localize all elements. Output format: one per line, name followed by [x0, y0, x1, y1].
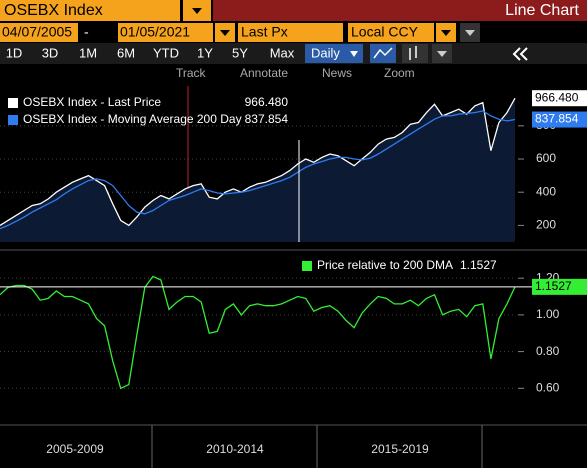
y-tick-label: 0.80 [536, 344, 560, 358]
legend-value: 966.480 [245, 95, 289, 109]
legend-swatch [302, 261, 312, 271]
legend-swatch [8, 98, 18, 108]
field-box[interactable] [238, 23, 343, 42]
security[interactable]: OSEBX Index [4, 2, 103, 19]
bar-tool-icon [409, 46, 417, 60]
period-button[interactable]: YTD [153, 45, 179, 60]
end-date[interactable]: 01/05/2021 [120, 24, 190, 40]
series-line [0, 110, 516, 230]
price-area [0, 98, 515, 242]
start-date[interactable]: 04/07/2005 [2, 24, 72, 40]
tool-button[interactable]: Track [176, 66, 207, 80]
last-value-tag [532, 111, 587, 128]
tool-button[interactable]: Annotate [240, 66, 288, 80]
period-button[interactable]: 1M [79, 45, 97, 60]
dropdown-arrow [350, 51, 358, 57]
legend-value: 837.854 [245, 112, 289, 126]
tool-button[interactable]: Zoom [384, 66, 415, 80]
y-tick-label: 200 [536, 218, 556, 232]
title-bar [213, 0, 587, 21]
period-button[interactable]: 1Y [197, 45, 213, 60]
y-tick-label: 400 [536, 184, 556, 198]
last-value-label: 837.854 [535, 112, 579, 126]
start-box[interactable] [0, 23, 78, 42]
series-line [0, 97, 516, 227]
legend-value: 1.1527 [460, 258, 497, 272]
dropdown-arrow [441, 30, 451, 36]
y-tick-label: 1.00 [536, 307, 560, 321]
period-button[interactable]: 6M [117, 45, 135, 60]
security-box[interactable] [0, 0, 180, 21]
title: Line Chart [505, 2, 579, 19]
field[interactable]: Last Px [241, 24, 288, 40]
dropdown-arrow [192, 8, 202, 14]
legend-swatch [8, 115, 18, 125]
legend-label: OSEBX Index - Last Price [23, 95, 161, 109]
collapse-icon[interactable] [512, 47, 528, 61]
last-value-tag [532, 278, 587, 295]
y-tick-label: 0.60 [536, 380, 560, 394]
last-value-label: 1.1527 [535, 279, 572, 293]
period-button[interactable]: Max [270, 45, 295, 60]
end-box[interactable] [118, 23, 213, 42]
separator: - [84, 24, 89, 40]
frequency-box[interactable] [305, 44, 363, 63]
period-button[interactable]: 1D [6, 45, 23, 60]
x-period-label: 2015-2019 [371, 442, 429, 456]
period-button[interactable]: 5Y [232, 45, 248, 60]
currency[interactable]: Local CCY [351, 24, 419, 40]
last-value-label: 966.480 [535, 90, 579, 104]
period-button[interactable]: 3D [42, 45, 59, 60]
legend-label: Price relative to 200 DMA [317, 258, 453, 272]
last-value-tag [532, 90, 587, 107]
tool-button[interactable]: News [322, 66, 352, 80]
frequency[interactable]: Daily [311, 45, 340, 60]
line-tool-icon [373, 47, 393, 59]
x-period-label: 2010-2014 [206, 442, 264, 456]
legend-label: OSEBX Index - Moving Average 200 Day [23, 112, 242, 126]
dropdown-arrow [220, 30, 230, 36]
x-period-label: 2005-2009 [46, 442, 104, 456]
series-line [0, 275, 516, 390]
y-tick-label: 600 [536, 151, 556, 165]
currency-box[interactable] [348, 23, 434, 42]
dropdown-arrow [465, 30, 475, 36]
dropdown-arrow [437, 51, 447, 57]
